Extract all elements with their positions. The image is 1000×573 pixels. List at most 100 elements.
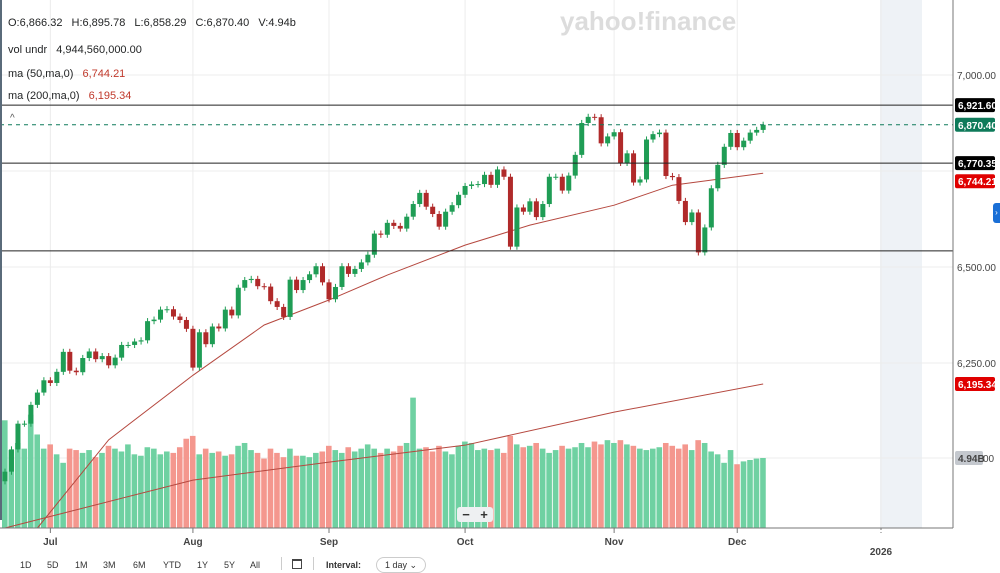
candle-body — [494, 169, 500, 185]
candle-body — [482, 174, 488, 185]
candle-body — [533, 201, 539, 218]
candle-body — [80, 358, 86, 373]
candle-body — [488, 174, 494, 185]
range-1m[interactable]: 1M — [75, 560, 88, 570]
range-5y[interactable]: 5Y — [224, 560, 236, 570]
calendar-icon[interactable] — [292, 559, 302, 569]
volume-bar — [669, 445, 676, 528]
volume-bar — [688, 450, 695, 528]
candle-body — [158, 309, 164, 320]
candle-body — [307, 274, 313, 281]
volume-bar — [131, 454, 138, 528]
volume-bar — [578, 442, 585, 528]
volume-bar — [202, 448, 209, 528]
volume-bar — [397, 445, 403, 528]
price-label-bg — [955, 117, 995, 132]
candle-body — [274, 301, 280, 307]
range-3m[interactable]: 3M — [103, 560, 116, 570]
y-tick-label: 7,000.00 — [957, 71, 996, 82]
volume-bar — [215, 451, 222, 528]
candle-body — [21, 423, 27, 425]
zoom-out-button[interactable]: − — [462, 507, 470, 522]
volume-bar — [624, 444, 630, 528]
volume-bar — [248, 450, 254, 528]
volume-bar — [572, 447, 578, 528]
volume-bar — [429, 451, 436, 528]
volume-bar — [507, 435, 514, 528]
ma200-label: ma (200,ma,0) — [8, 90, 80, 102]
candle-body — [404, 216, 410, 229]
volume-bar — [27, 414, 34, 528]
range-all[interactable]: All — [250, 560, 261, 570]
volume-bar — [319, 451, 326, 528]
volume-bar — [287, 448, 293, 528]
range-1y[interactable]: 1Y — [197, 560, 209, 570]
volume-bar — [377, 452, 384, 528]
range-1d[interactable]: 1D — [20, 560, 32, 570]
ma50-legend[interactable]: ma (50,ma,0) 6,744.21 — [8, 68, 131, 80]
range-5d[interactable]: 5D — [47, 560, 59, 570]
volume-bar — [384, 448, 390, 528]
volume-bar — [164, 451, 170, 528]
volume-bar — [21, 448, 28, 528]
ma50-line — [37, 172, 764, 529]
volume-bar — [358, 448, 364, 528]
volume-bar — [183, 438, 190, 528]
volume-bar — [390, 451, 397, 528]
range-6m[interactable]: 6M — [133, 560, 146, 570]
volume-bar — [701, 442, 708, 528]
candle-body — [216, 326, 222, 329]
volume-bar — [416, 448, 423, 528]
candle-body — [196, 332, 202, 368]
interval-dropdown[interactable]: 1 day ⌄ — [376, 557, 427, 573]
candle-body — [365, 254, 371, 263]
candle-body — [183, 319, 189, 329]
zoom-in-button[interactable]: + — [480, 507, 488, 522]
price-label: 4.94B — [955, 451, 985, 465]
candle-body — [689, 212, 695, 223]
volume-bar — [721, 462, 727, 528]
volume-bar — [695, 440, 701, 528]
candle-body — [112, 357, 118, 366]
candle-body — [682, 200, 688, 223]
candle-body — [235, 287, 241, 316]
volume-bar — [170, 452, 177, 528]
ma200-legend[interactable]: ma (200,ma,0) 6,195.34 — [8, 90, 137, 102]
candle-body — [592, 116, 598, 118]
future-shade — [880, 0, 922, 528]
candle-body — [119, 344, 125, 358]
candle-body — [358, 262, 364, 269]
candle-body — [650, 134, 656, 140]
expand-panel-tab[interactable]: › — [993, 203, 1000, 223]
candle-body — [261, 286, 267, 288]
chevron-up-icon[interactable]: ^ — [10, 113, 15, 124]
candle-body — [540, 204, 546, 218]
price-label-text: 4.94B — [958, 454, 985, 465]
candle-body — [443, 211, 449, 227]
volume-bar — [209, 452, 215, 528]
volume-bar — [442, 451, 449, 528]
candle-body — [391, 222, 397, 226]
candle-body — [287, 279, 293, 317]
volume-legend[interactable]: vol undr 4,944,560,000.00 — [8, 44, 148, 56]
range-ytd[interactable]: YTD — [163, 560, 181, 570]
volume-bar — [53, 454, 60, 528]
candle-body — [8, 449, 14, 472]
volume-bar — [364, 444, 371, 528]
volume-bar — [345, 447, 352, 528]
volume-bar — [40, 448, 47, 528]
candle-body — [559, 176, 565, 191]
candle-body — [170, 309, 176, 317]
volume-bar — [105, 445, 112, 528]
candle-body — [313, 266, 319, 275]
price-label: 6,870.40 — [955, 117, 997, 132]
candle-body — [598, 117, 604, 144]
x-tick-label: 2026 — [870, 547, 893, 558]
candle-body — [624, 153, 630, 163]
volume-bar — [559, 445, 565, 528]
volume-bar — [423, 447, 429, 528]
candle-body — [177, 316, 183, 320]
candle-body — [41, 380, 47, 393]
volume-bar — [488, 450, 494, 528]
